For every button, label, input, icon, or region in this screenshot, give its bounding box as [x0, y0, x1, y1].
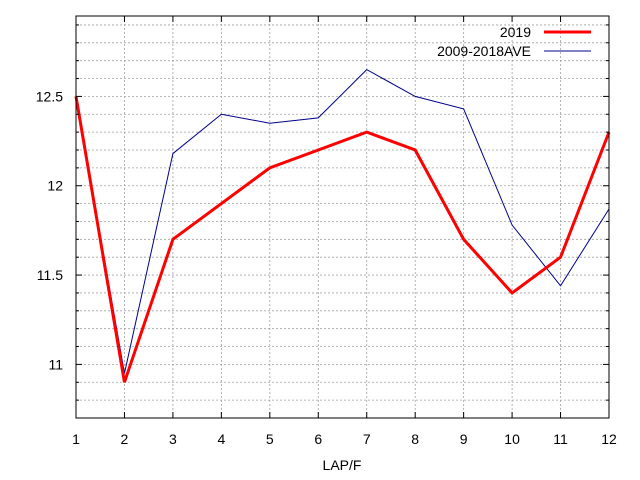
x-tick-label: 9: [460, 431, 468, 447]
grid: [76, 16, 609, 418]
x-tick-label: 3: [169, 431, 177, 447]
x-axis-title: LAP/F: [323, 457, 362, 473]
x-tick-label: 1: [72, 431, 80, 447]
y-tick-label: 12: [47, 178, 63, 194]
y-tick-label: 11: [48, 356, 63, 372]
legend: 2019 2009-2018AVE: [437, 24, 591, 59]
x-tick-label: 5: [266, 431, 274, 447]
legend-label-1: 2009-2018AVE: [437, 43, 531, 59]
x-tick-label: 8: [411, 431, 419, 447]
x-tick-label: 10: [504, 431, 520, 447]
y-tick-label: 12.5: [36, 88, 63, 104]
x-tick-label: 11: [553, 431, 568, 447]
series-line-1: [75, 68, 610, 374]
x-tick-label: 12: [601, 431, 617, 447]
legend-label-0: 2019: [500, 24, 531, 40]
x-tick-label: 7: [363, 431, 371, 447]
x-tick-label: 2: [121, 431, 129, 447]
y-tick-label: 11.5: [37, 267, 63, 283]
plot-frame: [75, 15, 610, 419]
x-tick-label: 4: [217, 431, 225, 447]
x-tick-label: 6: [314, 431, 322, 447]
series-layer: [74, 68, 611, 383]
series-line-0: [74, 96, 611, 383]
